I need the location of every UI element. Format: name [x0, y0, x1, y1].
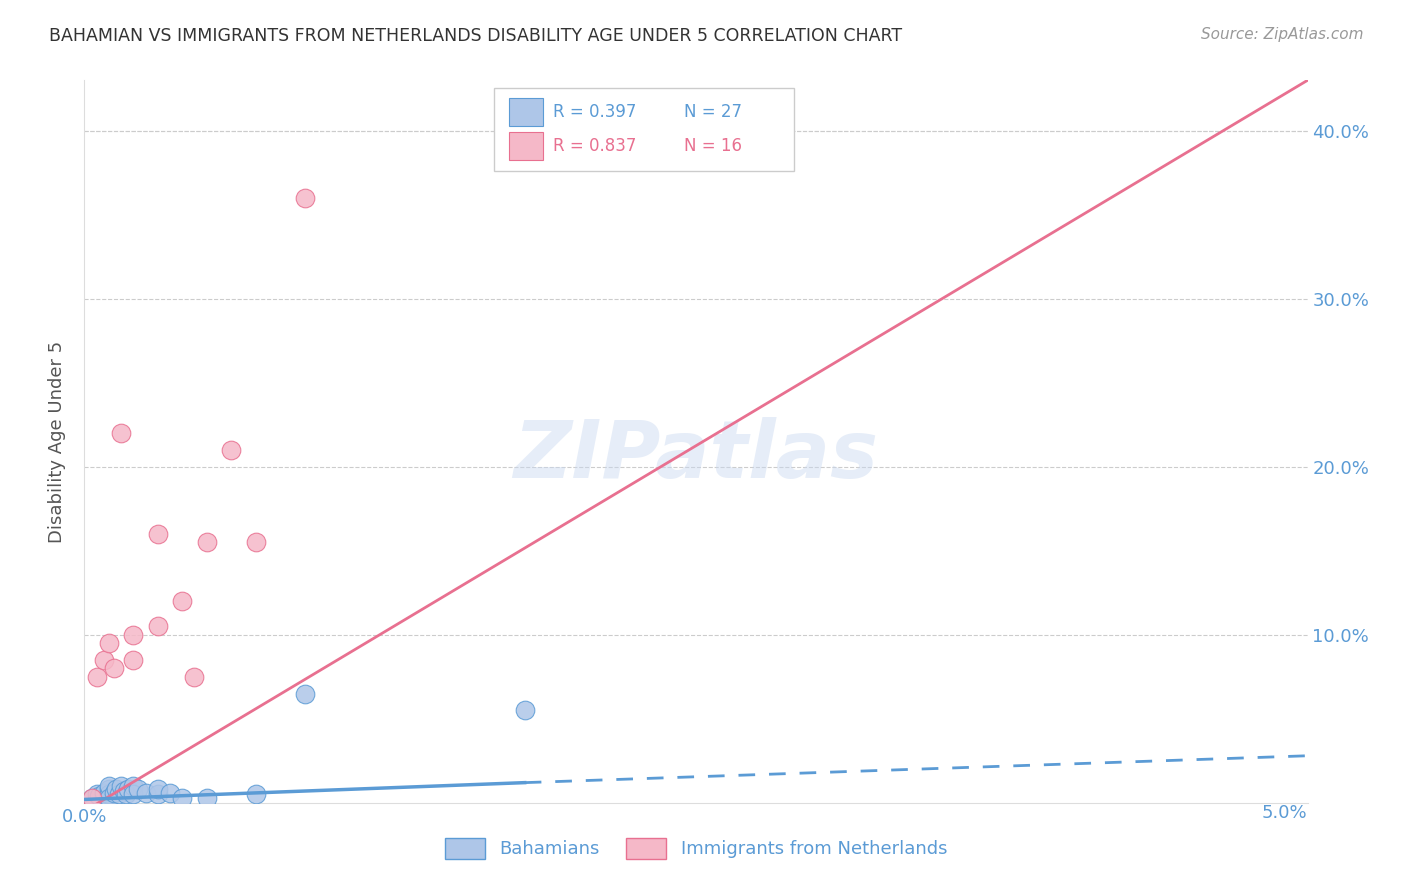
FancyBboxPatch shape [494, 87, 794, 170]
Point [122, 653, 145, 667]
Point [110, 426, 132, 441]
Point [87, 789, 110, 803]
Text: N = 27: N = 27 [683, 103, 742, 121]
Point [183, 670, 205, 684]
Point [97, 779, 120, 793]
Point [245, 535, 267, 549]
Point [103, 786, 125, 800]
Point [172, 594, 194, 608]
Point [135, 786, 157, 800]
Point [146, 788, 169, 802]
Point [107, 788, 129, 802]
Y-axis label: Disability Age Under 5: Disability Age Under 5 [48, 341, 66, 542]
Point [115, 788, 138, 802]
Text: BAHAMIAN VS IMMIGRANTS FROM NETHERLANDS DISABILITY AGE UNDER 5 CORRELATION CHART: BAHAMIAN VS IMMIGRANTS FROM NETHERLANDS … [49, 27, 903, 45]
Text: R = 0.397: R = 0.397 [553, 103, 637, 121]
Point [294, 687, 316, 701]
Point [195, 535, 218, 549]
Point [122, 779, 145, 793]
Point [117, 782, 139, 797]
Point [86, 788, 108, 802]
Text: 5.0%: 5.0% [1263, 804, 1308, 822]
Text: Source: ZipAtlas.com: Source: ZipAtlas.com [1201, 27, 1364, 42]
Text: ZIPatlas: ZIPatlas [513, 417, 879, 495]
Point [97, 790, 120, 805]
Point [146, 619, 169, 633]
Point [195, 790, 218, 805]
FancyBboxPatch shape [509, 132, 543, 160]
Point [146, 527, 169, 541]
Text: R = 0.837: R = 0.837 [553, 137, 637, 155]
Point [97, 788, 120, 802]
Point [80, 790, 103, 805]
FancyBboxPatch shape [509, 98, 543, 126]
Point [103, 661, 125, 675]
Point [110, 779, 132, 793]
Point [122, 628, 145, 642]
Point [159, 786, 181, 800]
Point [97, 782, 120, 797]
Point [80, 790, 103, 805]
Legend: Bahamians, Immigrants from Netherlands: Bahamians, Immigrants from Netherlands [437, 830, 955, 866]
Point [219, 442, 242, 457]
Point [93, 786, 115, 800]
Point [127, 782, 149, 797]
Point [172, 790, 194, 805]
Point [86, 670, 108, 684]
Point [112, 784, 135, 798]
Point [146, 782, 169, 797]
Point [97, 636, 120, 650]
Point [245, 788, 267, 802]
Point [513, 703, 536, 717]
Point [294, 191, 316, 205]
Point [93, 653, 115, 667]
Point [122, 788, 145, 802]
Text: N = 16: N = 16 [683, 137, 742, 155]
Point [105, 782, 128, 797]
